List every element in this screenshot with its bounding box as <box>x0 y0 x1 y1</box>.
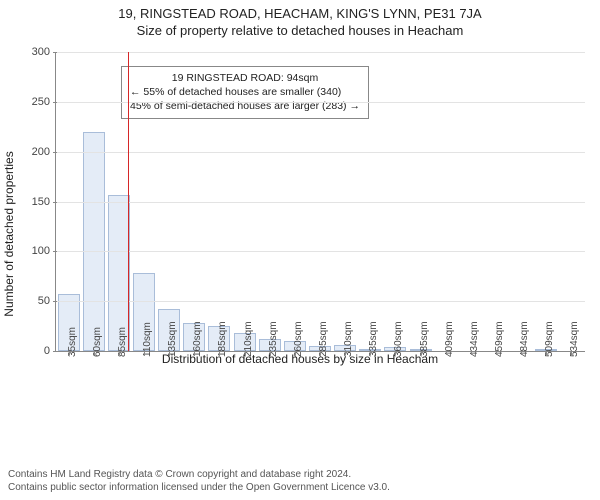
gridline <box>56 251 585 252</box>
marker-infobox: 19 RINGSTEAD ROAD: 94sqm ← 55% of detach… <box>121 66 369 119</box>
page-title: 19, RINGSTEAD ROAD, HEACHAM, KING'S LYNN… <box>0 0 600 21</box>
x-axis-label: Distribution of detached houses by size … <box>0 352 600 366</box>
footer-line-1: Contains HM Land Registry data © Crown c… <box>8 468 390 481</box>
footer: Contains HM Land Registry data © Crown c… <box>8 468 390 494</box>
page-subtitle: Size of property relative to detached ho… <box>0 21 600 38</box>
chart-container: Number of detached properties 19 RINGSTE… <box>0 44 600 424</box>
plot-area: 19 RINGSTEAD ROAD: 94sqm ← 55% of detach… <box>55 52 585 352</box>
y-tick: 50 <box>38 295 56 307</box>
y-tick: 150 <box>32 196 56 208</box>
gridline <box>56 202 585 203</box>
marker-line <box>128 52 129 351</box>
gridline <box>56 301 585 302</box>
gridline <box>56 152 585 153</box>
bar <box>83 132 105 351</box>
gridline <box>56 52 585 53</box>
infobox-line-2: ← 55% of detached houses are smaller (34… <box>130 85 360 99</box>
gridline <box>56 102 585 103</box>
y-tick: 200 <box>32 146 56 158</box>
footer-line-2: Contains public sector information licen… <box>8 481 390 494</box>
y-tick: 300 <box>32 46 56 58</box>
infobox-line-1: 19 RINGSTEAD ROAD: 94sqm <box>130 71 360 85</box>
y-tick: 250 <box>32 96 56 108</box>
y-axis-label: Number of detached properties <box>2 151 16 316</box>
y-tick: 100 <box>32 245 56 257</box>
